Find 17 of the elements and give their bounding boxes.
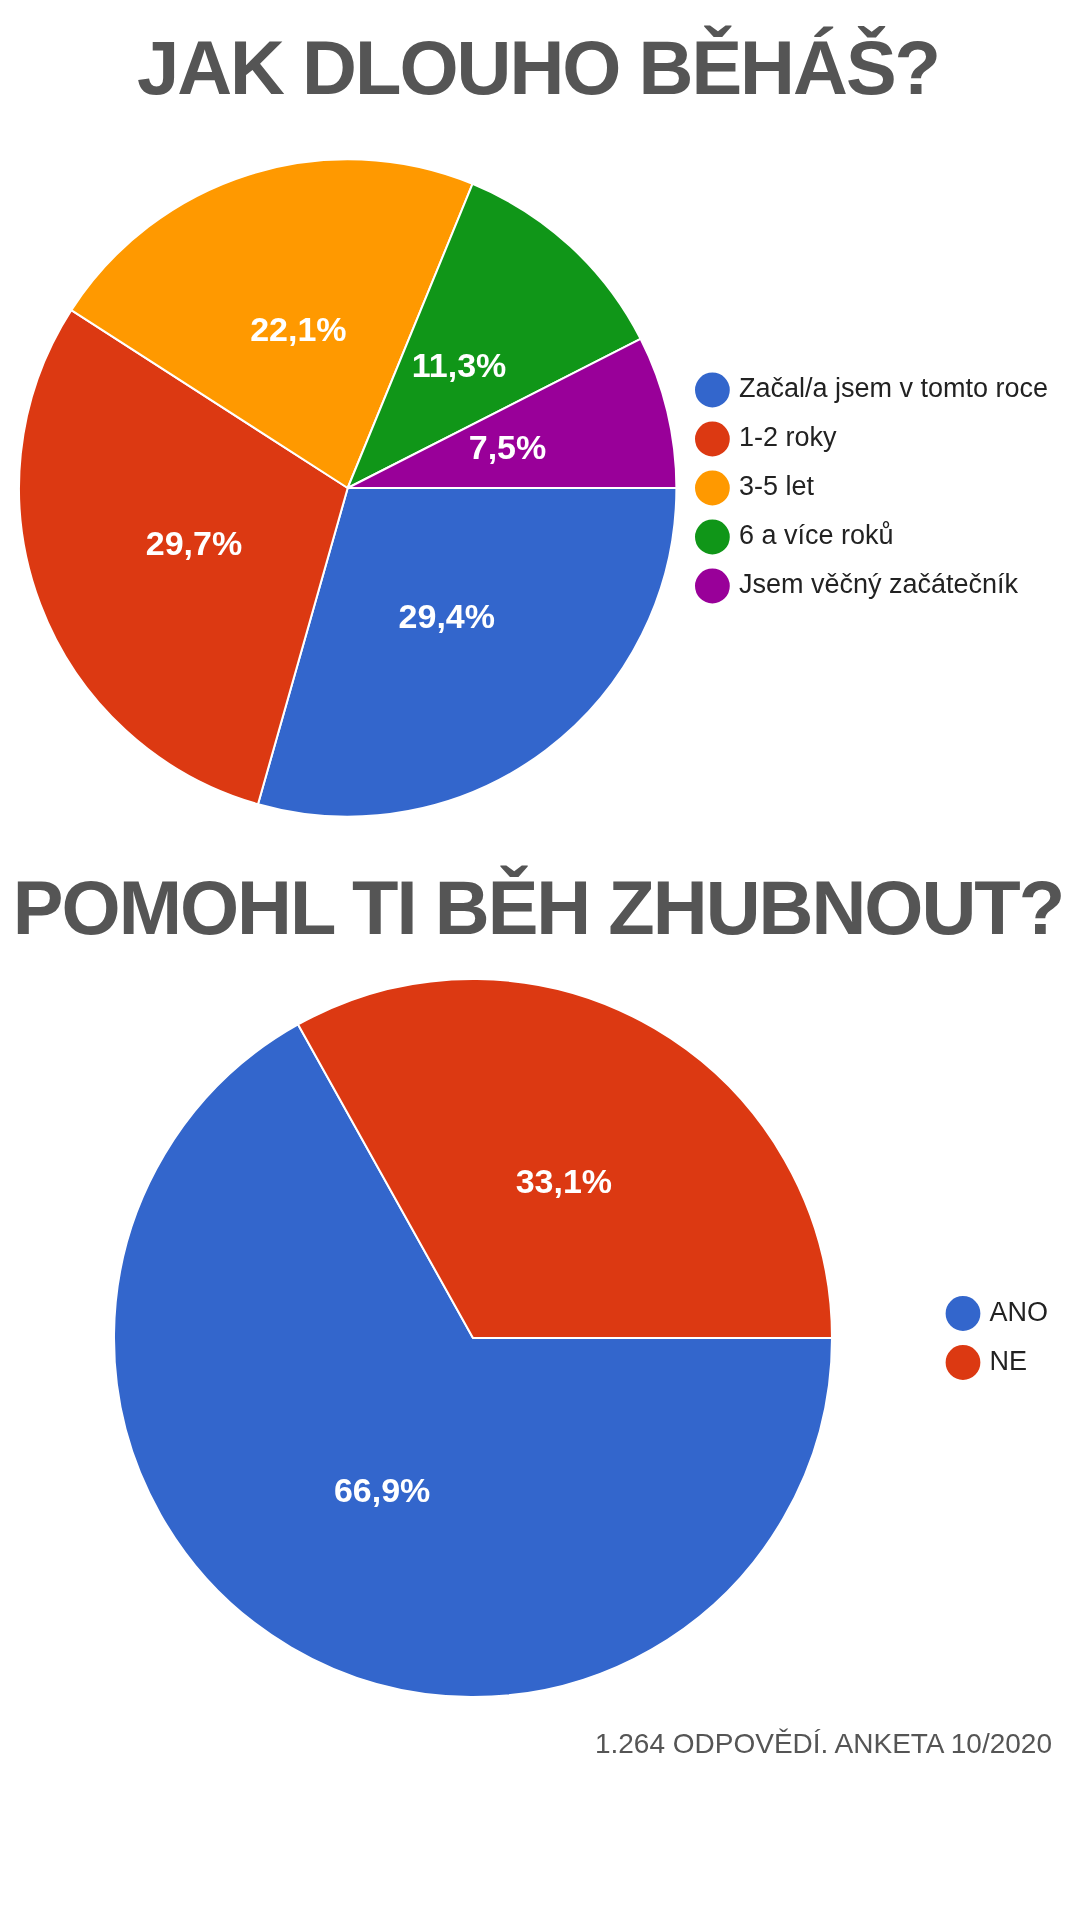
- legend-label: ANO: [989, 1296, 1049, 1327]
- legend-label: Jsem věčný začátečník: [738, 569, 1019, 600]
- data-label: 66,9%: [333, 1471, 431, 1510]
- chart-title: POMOHL TI BĚH ZHUBNOUT?: [11, 864, 1065, 952]
- data-label: 11,3%: [411, 345, 507, 384]
- legend-label: 6 a více roků: [738, 520, 894, 551]
- legend-label: 1-2 roky: [738, 422, 837, 453]
- data-label: 29,7%: [145, 524, 243, 563]
- data-label: 29,4%: [398, 597, 495, 636]
- text: 1.264 ODPOVĚDÍ. ANKETA 10/2020: [593, 1728, 1053, 1760]
- chart-title: JAK DLOUHO BĚHÁŠ?: [135, 24, 940, 112]
- data-label: 7,5%: [468, 428, 547, 467]
- legend-label: NE: [989, 1345, 1028, 1376]
- legend-label: 3-5 let: [738, 471, 815, 502]
- data-label: 33,1%: [515, 1161, 613, 1200]
- data-label: 22,1%: [250, 309, 347, 348]
- legend-label: Začal/a jsem v tomto roce: [738, 373, 1049, 404]
